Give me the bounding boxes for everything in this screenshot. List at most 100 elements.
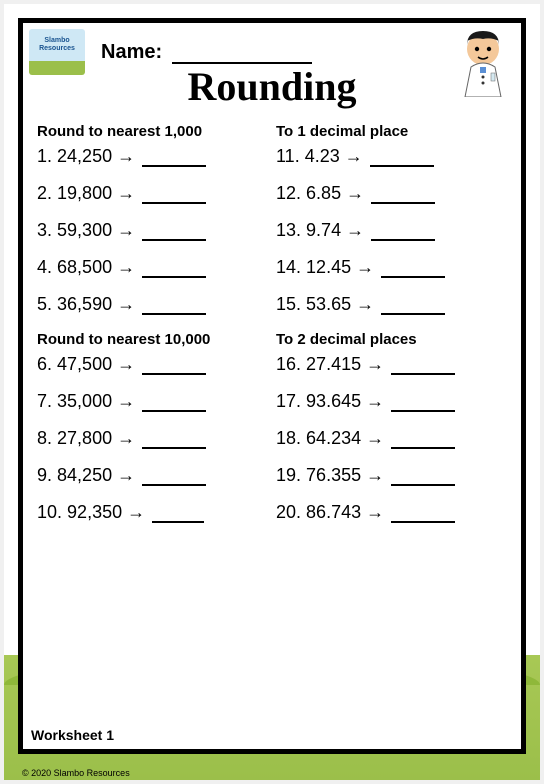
arrow-icon: →	[366, 465, 384, 486]
problem-row: 7. 35,000 →	[37, 391, 268, 412]
problem-value: 86.743	[306, 502, 361, 522]
logo-line1: Slambo	[44, 37, 69, 44]
worksheet-number: Worksheet 1	[31, 727, 114, 743]
answer-blank[interactable]	[142, 447, 206, 449]
problem-value: 36,590	[57, 294, 112, 314]
arrow-icon: →	[345, 146, 363, 167]
answer-blank[interactable]	[381, 276, 445, 278]
answer-blank[interactable]	[142, 276, 206, 278]
problem-row: 4. 68,500 →	[37, 257, 268, 278]
problem-num: 19	[276, 465, 296, 485]
arrow-icon: →	[117, 294, 135, 315]
section-2dp: To 2 decimal places	[276, 331, 507, 348]
problem-num: 6	[37, 354, 47, 374]
arrow-icon: →	[117, 428, 135, 449]
section-10000: Round to nearest 10,000	[37, 331, 268, 348]
problem-row: 5. 36,590 →	[37, 294, 268, 315]
problem-num: 11	[276, 146, 295, 166]
answer-blank[interactable]	[370, 165, 434, 167]
problem-value: 93.645	[306, 391, 361, 411]
problem-row: 2. 19,800 →	[37, 183, 268, 204]
copyright-text: © 2020 Slambo Resources	[22, 768, 130, 778]
arrow-icon: →	[356, 294, 374, 315]
problem-num: 18	[276, 428, 296, 448]
problem-value: 27.415	[306, 354, 361, 374]
problem-num: 2	[37, 183, 47, 203]
problem-row: 18. 64.234 →	[276, 428, 507, 449]
answer-blank[interactable]	[142, 410, 206, 412]
problem-value: 59,300	[57, 220, 112, 240]
answer-blank[interactable]	[381, 313, 445, 315]
page: Slambo Resources Name:	[4, 4, 540, 780]
problem-row: 20. 86.743 →	[276, 502, 507, 523]
problem-num: 9	[37, 465, 47, 485]
section-1000: Round to nearest 1,000	[37, 123, 268, 140]
problem-row: 8. 27,800 →	[37, 428, 268, 449]
problem-value: 35,000	[57, 391, 112, 411]
problem-value: 6.85	[306, 183, 341, 203]
answer-blank[interactable]	[391, 521, 455, 523]
problem-num: 4	[37, 257, 47, 277]
problem-num: 20	[276, 502, 296, 522]
problem-num: 15	[276, 294, 296, 314]
problem-row: 13. 9.74 →	[276, 220, 507, 241]
section-1dp: To 1 decimal place	[276, 123, 507, 140]
left-column: Round to nearest 1,000 1. 24,250 → 2. 19…	[37, 121, 268, 539]
problem-value: 24,250	[57, 146, 112, 166]
problem-value: 19,800	[57, 183, 112, 203]
problem-value: 47,500	[57, 354, 112, 374]
problem-num: 3	[37, 220, 47, 240]
problems-grid: Round to nearest 1,000 1. 24,250 → 2. 19…	[37, 121, 507, 539]
answer-blank[interactable]	[142, 373, 206, 375]
problem-row: 19. 76.355 →	[276, 465, 507, 486]
answer-blank[interactable]	[142, 202, 206, 204]
problem-value: 53.65	[306, 294, 351, 314]
logo-line2: Resources	[39, 45, 75, 52]
arrow-icon: →	[346, 220, 364, 241]
problem-row: 9. 84,250 →	[37, 465, 268, 486]
problem-value: 92,350	[67, 502, 122, 522]
answer-blank[interactable]	[371, 239, 435, 241]
answer-blank[interactable]	[391, 410, 455, 412]
answer-blank[interactable]	[142, 484, 206, 486]
problem-row: 16. 27.415 →	[276, 354, 507, 375]
arrow-icon: →	[117, 220, 135, 241]
problem-row: 10. 92,350 →	[37, 502, 268, 523]
problem-value: 76.355	[306, 465, 361, 485]
answer-blank[interactable]	[142, 165, 206, 167]
arrow-icon: →	[117, 465, 135, 486]
answer-blank[interactable]	[391, 373, 455, 375]
problem-value: 27,800	[57, 428, 112, 448]
problem-row: 14. 12.45 →	[276, 257, 507, 278]
problem-row: 11. 4.23 →	[276, 146, 507, 167]
worksheet-title: Rounding	[23, 63, 521, 110]
answer-blank[interactable]	[142, 239, 206, 241]
arrow-icon: →	[117, 146, 135, 167]
arrow-icon: →	[117, 354, 135, 375]
arrow-icon: →	[117, 183, 135, 204]
problem-row: 3. 59,300 →	[37, 220, 268, 241]
problem-num: 10	[37, 502, 57, 522]
arrow-icon: →	[117, 391, 135, 412]
problem-num: 8	[37, 428, 47, 448]
answer-blank[interactable]	[391, 447, 455, 449]
problem-num: 7	[37, 391, 47, 411]
answer-blank[interactable]	[371, 202, 435, 204]
logo-text: Slambo Resources	[39, 37, 75, 52]
arrow-icon: →	[366, 502, 384, 523]
problem-value: 84,250	[57, 465, 112, 485]
answer-blank[interactable]	[391, 484, 455, 486]
answer-blank[interactable]	[152, 521, 204, 523]
answer-blank[interactable]	[142, 313, 206, 315]
arrow-icon: →	[117, 257, 135, 278]
arrow-icon: →	[346, 183, 364, 204]
problem-value: 68,500	[57, 257, 112, 277]
right-column: To 1 decimal place 11. 4.23 → 12. 6.85 →…	[276, 121, 507, 539]
problem-num: 16	[276, 354, 296, 374]
problem-num: 1	[37, 146, 47, 166]
problem-num: 5	[37, 294, 47, 314]
problem-value: 64.234	[306, 428, 361, 448]
arrow-icon: →	[366, 354, 384, 375]
problem-row: 17. 93.645 →	[276, 391, 507, 412]
logo-sky: Slambo Resources	[29, 29, 85, 61]
